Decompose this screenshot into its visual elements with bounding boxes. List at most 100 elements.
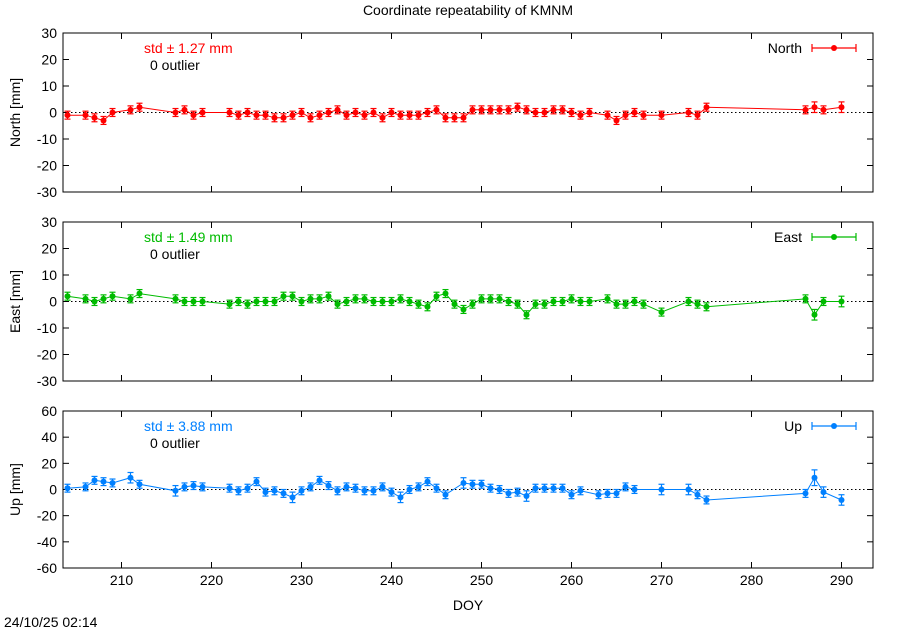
data-point	[91, 475, 98, 485]
data-point	[127, 471, 134, 484]
data-marker	[109, 293, 116, 300]
data-point	[64, 110, 71, 120]
data-marker	[334, 301, 341, 308]
data-point	[235, 110, 242, 120]
data-marker	[514, 301, 521, 308]
data-point	[64, 291, 71, 301]
data-marker	[190, 112, 197, 119]
data-point	[586, 107, 593, 118]
data-marker	[325, 482, 332, 489]
data-point	[379, 296, 386, 307]
data-marker	[199, 109, 206, 116]
data-point	[352, 294, 359, 304]
data-point	[622, 110, 629, 120]
data-marker	[379, 483, 386, 490]
data-point	[181, 482, 188, 492]
data-marker	[334, 487, 341, 494]
data-point	[514, 299, 521, 309]
data-marker	[181, 298, 188, 305]
data-marker	[658, 112, 665, 119]
data-point	[550, 105, 557, 115]
data-point	[415, 482, 422, 492]
data-point	[316, 475, 323, 485]
data-point	[199, 482, 206, 492]
data-marker	[811, 104, 818, 111]
data-marker	[460, 479, 467, 486]
data-marker	[604, 112, 611, 119]
data-marker	[82, 483, 89, 490]
x-tick-label: 230	[290, 572, 314, 588]
data-point	[433, 105, 440, 115]
data-point	[460, 477, 467, 489]
data-point	[595, 490, 602, 500]
data-point	[442, 490, 449, 500]
data-point	[64, 483, 71, 493]
data-point	[550, 483, 557, 493]
data-marker	[280, 293, 287, 300]
data-marker	[703, 303, 710, 310]
y-tick-label: -30	[37, 373, 57, 389]
data-marker	[559, 485, 566, 492]
data-marker	[307, 114, 314, 121]
data-point	[577, 486, 584, 496]
data-marker	[109, 109, 116, 116]
data-marker	[541, 109, 548, 116]
data-marker	[523, 106, 530, 113]
data-point	[397, 491, 404, 504]
data-point	[532, 107, 539, 118]
data-marker	[559, 298, 566, 305]
data-marker	[604, 490, 611, 497]
x-tick-label: 210	[110, 572, 134, 588]
data-marker	[577, 298, 584, 305]
y-tick-label: 20	[41, 52, 57, 68]
data-marker	[388, 109, 395, 116]
data-marker	[253, 478, 260, 485]
y-tick-label: -40	[37, 534, 57, 550]
data-point	[406, 110, 413, 120]
data-marker	[802, 106, 809, 113]
timestamp: 24/10/25 02:14	[4, 614, 98, 630]
data-point	[631, 107, 638, 118]
y-tick-label: -10	[37, 320, 57, 336]
data-marker	[811, 311, 818, 318]
data-marker	[253, 112, 260, 119]
data-marker	[415, 301, 422, 308]
data-marker	[235, 298, 242, 305]
data-marker	[523, 311, 530, 318]
data-point	[658, 307, 665, 317]
x-tick-label: 270	[650, 572, 674, 588]
y-tick-label: -60	[37, 560, 57, 576]
data-point	[253, 110, 260, 120]
data-point	[703, 102, 710, 112]
data-point	[325, 481, 332, 491]
data-marker	[802, 490, 809, 497]
data-point	[424, 302, 431, 312]
data-point	[226, 299, 233, 309]
data-point	[343, 482, 350, 492]
data-point	[307, 482, 314, 492]
data-point	[433, 483, 440, 493]
data-point	[523, 310, 530, 320]
data-marker	[262, 489, 269, 496]
data-point	[199, 296, 206, 307]
data-point	[505, 488, 512, 498]
data-marker	[361, 487, 368, 494]
data-marker	[298, 487, 305, 494]
data-point	[694, 110, 701, 120]
data-marker	[568, 491, 575, 498]
data-point	[541, 299, 548, 309]
data-marker	[397, 295, 404, 302]
data-point	[559, 105, 566, 115]
data-marker	[181, 483, 188, 490]
data-point	[289, 110, 296, 120]
data-point	[388, 107, 395, 118]
data-marker	[181, 106, 188, 113]
data-marker	[271, 114, 278, 121]
data-point	[370, 107, 377, 118]
data-point	[577, 296, 584, 307]
data-marker	[469, 106, 476, 113]
data-marker	[694, 301, 701, 308]
data-point	[82, 294, 89, 304]
data-marker	[460, 306, 467, 313]
data-point	[100, 477, 107, 487]
